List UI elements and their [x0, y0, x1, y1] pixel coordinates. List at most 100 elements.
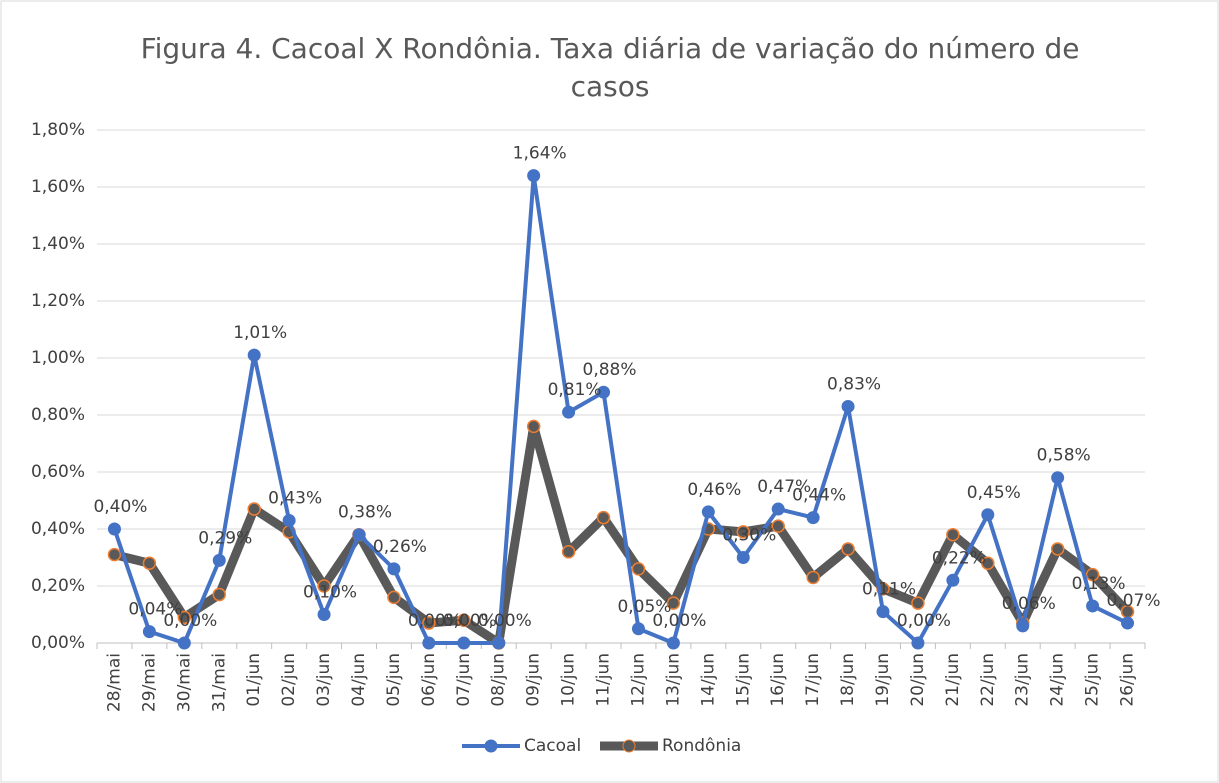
marker [1085, 567, 1100, 582]
marker [282, 513, 296, 527]
data-label: 0,04% [128, 600, 182, 620]
marker [771, 502, 785, 516]
marker [142, 625, 156, 639]
marker [771, 519, 785, 533]
marker [736, 525, 751, 539]
data-label: 0,43% [268, 488, 322, 508]
data-label: 0,22% [932, 548, 986, 568]
marker [631, 562, 646, 576]
chart-title: Figura 4. Cacoal X Rondônia. Taxa diária… [140, 32, 1080, 103]
x-tick-label: 24/jun [1048, 653, 1068, 707]
data-label: 0,00% [897, 611, 951, 631]
marker [981, 508, 995, 522]
x-tick-label: 28/mai [104, 653, 124, 712]
x-tick-label: 02/jun [279, 653, 299, 707]
data-label: 1,01% [233, 323, 287, 343]
data-label: 0,10% [303, 583, 357, 603]
marker [666, 596, 681, 610]
marker [911, 636, 925, 650]
x-tick-label: 03/jun [314, 653, 334, 707]
data-label: 0,46% [687, 480, 741, 500]
x-tick-label: 25/jun [1083, 653, 1103, 707]
x-tick-label: 14/jun [698, 653, 718, 707]
marker [911, 596, 925, 610]
marker [597, 385, 611, 399]
marker [177, 610, 192, 625]
marker [596, 510, 611, 525]
marker [142, 556, 157, 570]
x-tick-label: 06/jun [419, 653, 439, 707]
y-tick-label: 0,80% [31, 405, 85, 425]
data-label: 0,81% [548, 380, 602, 400]
data-label: 0,05% [617, 597, 671, 617]
marker [1051, 471, 1065, 485]
legend-label: Cacoal [524, 736, 581, 756]
x-tick-label: 30/mai [174, 653, 194, 712]
y-tick-label: 1,00% [31, 348, 85, 368]
marker [561, 545, 576, 559]
marker [352, 528, 366, 542]
legend-marker [622, 739, 636, 753]
marker [1016, 619, 1030, 633]
marker [457, 613, 471, 627]
marker [1121, 616, 1135, 630]
x-tick-label: 12/jun [628, 653, 648, 707]
data-label: 0,88% [583, 360, 637, 380]
marker [422, 636, 436, 650]
marker [107, 522, 121, 536]
marker [317, 608, 331, 621]
marker [981, 556, 995, 570]
x-tick-label: 04/jun [349, 653, 369, 707]
marker [841, 399, 855, 413]
x-tick-label: 13/jun [663, 653, 683, 707]
marker [946, 573, 960, 587]
data-label: 0,11% [862, 580, 916, 600]
x-tick-label: 08/jun [489, 653, 509, 707]
data-label: 0,58% [1037, 446, 1091, 466]
marker [1050, 542, 1065, 556]
data-label: 0,44% [792, 486, 846, 506]
marker [736, 551, 750, 564]
marker [562, 405, 576, 419]
series-line [112, 173, 1129, 645]
y-tick-label: 0,20% [31, 576, 85, 596]
x-tick-label: 05/jun [384, 653, 404, 707]
x-tick-label: 07/jun [454, 653, 474, 707]
data-label: 0,47% [757, 477, 811, 497]
x-tick-label: 18/jun [838, 653, 858, 707]
y-tick-label: 1,60% [31, 177, 85, 197]
data-label: 0,00% [443, 611, 497, 631]
y-tick-label: 0,60% [31, 462, 85, 482]
marker [701, 505, 715, 519]
x-tick-label: 20/jun [908, 653, 928, 707]
x-tick-label: 15/jun [733, 653, 753, 707]
marker [247, 348, 261, 362]
legend-marker [484, 739, 498, 753]
marker [107, 547, 122, 562]
y-tick-label: 1,20% [31, 291, 85, 311]
marker [527, 169, 541, 183]
x-tick-label: 26/jun [1118, 653, 1138, 707]
x-tick-label: 29/mai [139, 653, 159, 712]
x-tick-label: 23/jun [1013, 653, 1033, 707]
marker [806, 570, 820, 585]
x-tick-label: 31/mai [209, 653, 229, 712]
marker [666, 636, 680, 650]
marker [387, 562, 401, 576]
marker [387, 590, 401, 605]
data-label: 0,13% [1072, 574, 1126, 594]
x-tick-label: 11/jun [594, 653, 614, 707]
data-label: 0,83% [827, 374, 881, 394]
y-tick-label: 1,80% [31, 120, 85, 140]
marker [876, 605, 890, 619]
y-tick-label: 0,40% [31, 519, 85, 539]
marker [457, 636, 471, 650]
marker [946, 527, 960, 542]
data-label: 0,38% [338, 503, 392, 523]
marker [317, 579, 331, 593]
data-label: 0,00% [163, 611, 217, 631]
x-tick-label: 19/jun [873, 653, 893, 707]
data-label: 0,26% [373, 537, 427, 557]
